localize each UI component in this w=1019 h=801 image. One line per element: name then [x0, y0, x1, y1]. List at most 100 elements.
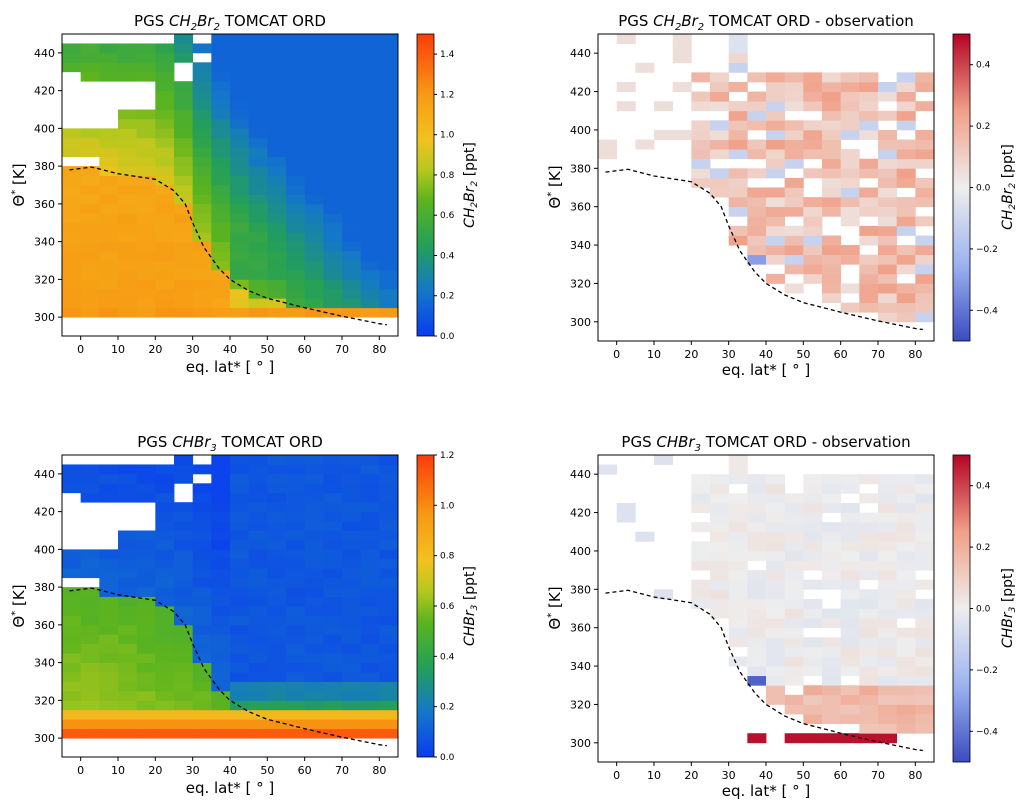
heatmap-cell [155, 700, 175, 711]
heatmap-cell [915, 312, 935, 323]
heatmap-cell [192, 260, 212, 271]
heatmap-cell [230, 539, 250, 550]
heatmap-cell [859, 235, 879, 246]
heatmap-cell [878, 512, 898, 523]
heatmap-cell [248, 71, 268, 82]
heatmap-cell [710, 608, 730, 619]
heatmap-cell [896, 694, 916, 705]
heatmap-cell [118, 587, 138, 597]
heatmap-cell [286, 511, 306, 522]
heatmap-cell [99, 43, 119, 54]
heatmap-cell [155, 62, 175, 73]
heatmap-cell [136, 194, 156, 205]
heatmap-cell [728, 235, 748, 246]
heatmap-cell [710, 502, 730, 513]
heatmap-cell [859, 550, 879, 561]
heatmap-cell [286, 34, 306, 44]
heatmap-cell [80, 128, 100, 139]
heatmap-cell [174, 615, 194, 626]
heatmap-cell [747, 235, 767, 246]
heatmap-cell [784, 158, 804, 169]
heatmap-cell [915, 704, 935, 715]
heatmap-cell [248, 464, 268, 475]
heatmap-cell [99, 728, 119, 739]
heatmap-cell [80, 269, 100, 280]
heatmap-cell [136, 700, 156, 711]
heatmap-cell [342, 137, 362, 148]
heatmap-cell [859, 656, 879, 667]
heatmap-cell [62, 128, 82, 139]
heatmap-cell [379, 577, 399, 588]
heatmap-cell [766, 72, 786, 83]
heatmap-cell [323, 606, 343, 616]
heatmap-cell [747, 474, 767, 485]
y-tick-label: 380 [34, 160, 55, 173]
heatmap-cell [323, 52, 343, 63]
heatmap-cell [80, 288, 100, 299]
heatmap-cell [230, 43, 250, 54]
heatmap-cell [840, 187, 860, 198]
heatmap-cell [118, 728, 138, 739]
heatmap-cell [248, 672, 268, 682]
heatmap-cell [915, 493, 935, 504]
heatmap-cell [915, 273, 935, 284]
colorbar-tick-label: 1.0 [440, 501, 455, 511]
heatmap-cell [80, 719, 100, 730]
heatmap-cell [342, 653, 362, 664]
heatmap-cell [286, 615, 306, 626]
heatmap-cell [304, 128, 324, 139]
heatmap-cell [304, 681, 324, 692]
heatmap-cell [248, 492, 268, 503]
heatmap-cell [136, 577, 156, 588]
heatmap-cell [174, 194, 194, 205]
heatmap-cell [915, 560, 935, 571]
heatmap-cell [728, 656, 748, 667]
heatmap-cell [747, 733, 767, 744]
heatmap-cell [859, 72, 879, 83]
heatmap-cell [360, 521, 380, 531]
heatmap-cell [80, 549, 100, 560]
heatmap-cell [710, 168, 730, 179]
heatmap-cell [747, 522, 767, 533]
heatmap-cell [840, 91, 860, 102]
heatmap-cell [304, 251, 324, 261]
heatmap-cell [174, 43, 194, 54]
x-axis-label: eq. lat* [ ° ] [186, 779, 275, 797]
heatmap-cell [803, 694, 823, 705]
heatmap-cell [286, 194, 306, 205]
heatmap-cell [859, 704, 879, 715]
heatmap-cell [840, 158, 860, 169]
heatmap-cell [710, 493, 730, 504]
heatmap-cell [286, 100, 306, 110]
heatmap-cell [859, 608, 879, 619]
heatmap-cell [230, 62, 250, 73]
heatmap-cell [728, 62, 748, 73]
heatmap-cell [248, 634, 268, 645]
heatmap-cell [766, 589, 786, 600]
heatmap-cell [155, 90, 175, 101]
heatmap-cell [136, 118, 156, 129]
heatmap-cell [360, 558, 380, 569]
heatmap-cell [766, 598, 786, 609]
heatmap-cell [728, 464, 748, 475]
heatmap-cell [360, 700, 380, 711]
heatmap-cells [62, 455, 399, 739]
heatmap-cell [62, 606, 82, 616]
heatmap-cell [323, 147, 343, 158]
heatmap-cell [784, 675, 804, 686]
heatmap-cell [728, 455, 748, 465]
heatmap-cell [99, 213, 119, 224]
heatmap-cell [379, 62, 399, 73]
heatmap-cell [728, 101, 748, 112]
heatmap-cell [62, 709, 82, 720]
heatmap-cell [155, 269, 175, 280]
heatmap-cell [99, 558, 119, 569]
heatmap-cell [360, 71, 380, 82]
heatmap-cell [174, 681, 194, 692]
x-tick-label: 20 [148, 343, 162, 356]
heatmap-cell [878, 283, 898, 294]
panel-ch2br2-difference: PGS CH2Br2 TOMCAT ORD - observation 0 10 2… [546, 12, 1018, 379]
heatmap-cell [304, 279, 324, 290]
heatmap-cell [803, 216, 823, 227]
heatmap-cell [286, 728, 306, 739]
